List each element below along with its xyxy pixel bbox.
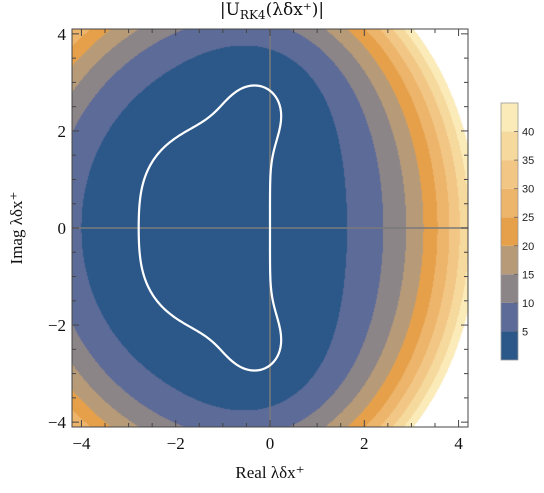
- x-tick-label: −4: [72, 434, 91, 453]
- colorbar-label: 10: [522, 298, 534, 310]
- chart-title: |URK4(λδx⁺)|: [220, 0, 324, 22]
- colorbar-frame: [500, 102, 519, 361]
- colorbar-band: [501, 188, 518, 218]
- y-tick-label: −4: [48, 413, 67, 432]
- axis-ticks: [72, 29, 468, 427]
- colorbar-label: 30: [522, 184, 534, 196]
- colorbar-band: [501, 274, 518, 303]
- chart-title-post: (λδx⁺)|: [266, 0, 325, 20]
- colorbar-band: [501, 302, 518, 332]
- chart-title-sub: RK4: [240, 8, 266, 22]
- x-tick-label: 2: [360, 434, 369, 453]
- y-tick-labels: −4 −2 0 2 4: [48, 25, 67, 432]
- x-axis-title: Real λδx⁺: [235, 463, 304, 482]
- colorbar-band: [501, 331, 518, 360]
- colorbar-label: 15: [522, 269, 534, 281]
- y-tick-label: −2: [48, 316, 66, 335]
- y-axis-title: Imag λδx⁺: [7, 192, 26, 265]
- x-tick-label: 4: [454, 434, 463, 453]
- x-tick-labels: −4 −2 0 2 4: [72, 434, 463, 453]
- chart-title-pre: |U: [220, 0, 240, 20]
- x-tick-label: 0: [266, 434, 275, 453]
- colorbar-label: 40: [522, 127, 534, 139]
- colorbar-band: [501, 245, 518, 275]
- colorbar: 5 10 15 20 25 30 35 40: [500, 102, 534, 361]
- y-tick-label: 4: [58, 25, 67, 44]
- colorbar-band: [501, 217, 518, 246]
- colorbar-bands: [501, 103, 518, 360]
- y-tick-label: 2: [58, 122, 67, 141]
- y-tick-label: 0: [58, 219, 67, 238]
- colorbar-band: [501, 103, 518, 132]
- colorbar-label: 25: [522, 212, 534, 224]
- colorbar-band: [501, 160, 518, 189]
- colorbar-band: [501, 131, 518, 161]
- stability-boundary: [137, 84, 283, 372]
- colorbar-label: 20: [522, 241, 534, 253]
- colorbar-label: 35: [522, 155, 534, 167]
- colorbar-ticks: [514, 131, 518, 332]
- x-tick-label: −2: [167, 434, 185, 453]
- colorbar-label: 5: [522, 326, 528, 338]
